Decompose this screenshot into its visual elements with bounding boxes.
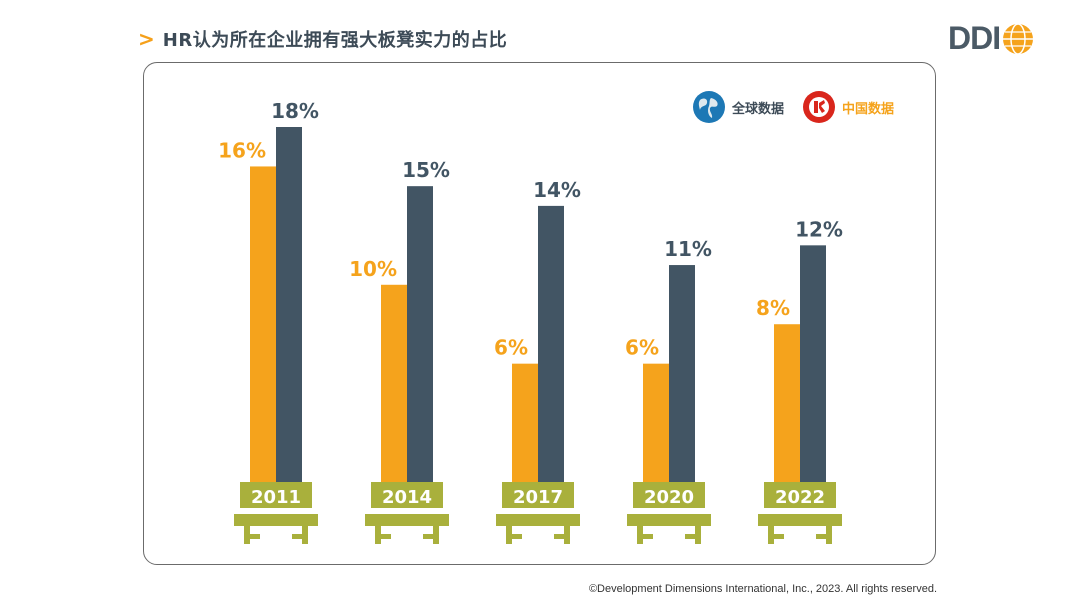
bench-foot (292, 534, 308, 539)
bench-foot (244, 534, 260, 539)
bar-global (669, 265, 695, 482)
bench-top (764, 482, 836, 508)
bench-foot (506, 534, 522, 539)
copyright-text: ©Development Dimensions International, I… (588, 583, 937, 595)
bench-foot (768, 534, 784, 539)
bench-foot (816, 534, 832, 539)
year-label: 2011 (251, 487, 301, 508)
chevron-right-icon: > (138, 27, 155, 51)
bar-china (250, 166, 276, 482)
legend-china-label: 中国数据 (842, 101, 895, 117)
bench-top (502, 482, 574, 508)
bench-foot (423, 534, 439, 539)
bench-seat (234, 514, 318, 526)
legend-global-label: 全球数据 (732, 101, 785, 117)
bar-china (774, 324, 800, 482)
bench-seat (496, 514, 580, 526)
bar-global (538, 205, 564, 482)
chart-panel (143, 62, 936, 565)
bar-global (407, 186, 433, 482)
data-label: 6% (625, 336, 659, 360)
bar-china (643, 363, 669, 482)
page-title: HR认为所在企业拥有强大板凳实力的占比 (162, 30, 508, 51)
data-label: 12% (795, 217, 843, 241)
ddi-logo: DDI (948, 20, 1034, 57)
bench-top (240, 482, 312, 508)
legend-china: 中国数据 (802, 90, 894, 124)
bench-seat (758, 514, 842, 526)
bench-foot (685, 534, 701, 539)
data-label: 8% (756, 296, 790, 320)
globe-logo-icon (1003, 22, 1034, 55)
data-label: 14% (533, 178, 581, 202)
bar-global (276, 127, 302, 482)
bench-foot (554, 534, 570, 539)
data-label: 11% (664, 237, 712, 261)
bar-china (381, 284, 407, 482)
data-label: 18% (271, 99, 319, 123)
bench-foot (637, 534, 653, 539)
year-label: 2014 (382, 487, 432, 508)
legend-global: 全球数据 (692, 90, 784, 124)
data-label: 15% (402, 158, 450, 182)
bar-china (512, 363, 538, 482)
logo-text: DDI (948, 20, 1001, 56)
data-label: 10% (349, 257, 397, 281)
year-label: 2022 (775, 487, 825, 508)
year-label: 2020 (644, 487, 694, 508)
data-label: 16% (218, 138, 266, 162)
title-row: > HR认为所在企业拥有强大板凳实力的占比 (138, 26, 507, 52)
year-label: 2017 (513, 487, 563, 508)
bar-global (800, 245, 826, 482)
globe-icon (693, 91, 725, 123)
bench-foot (375, 534, 391, 539)
bench-seat (627, 514, 711, 526)
bench-seat (365, 514, 449, 526)
data-label: 6% (494, 336, 528, 360)
bench-top (633, 482, 705, 508)
bench-top (371, 482, 443, 508)
china-flag-icon (803, 91, 835, 123)
